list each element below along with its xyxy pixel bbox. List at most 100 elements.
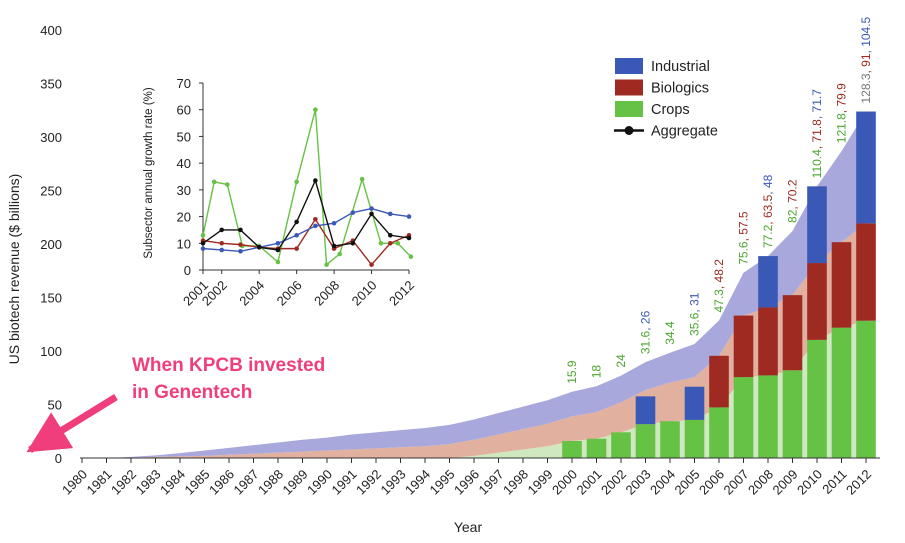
data-label-part: ,: [712, 282, 726, 289]
bar-biologics-2008: [758, 307, 778, 376]
data-label-part: 121.8: [835, 113, 849, 143]
x-tick-label: 1997: [476, 467, 507, 498]
data-label-2001: 18: [590, 365, 604, 379]
bar-crops-2001: [586, 438, 607, 458]
inset-point-industrial: [350, 210, 356, 215]
data-label-part: 75.6: [737, 241, 751, 265]
kpcb-annotation: When KPCB invested in Genentech: [26, 355, 325, 453]
inset-point-crops: [337, 251, 343, 257]
x-tick-label: 1998: [500, 467, 531, 498]
bar-crops-2006: [709, 407, 729, 458]
inset-point-industrial: [331, 220, 337, 226]
data-label-part: 57.5: [737, 211, 751, 235]
data-label-part: 70.2: [786, 179, 800, 203]
area-industrial: [82, 111, 866, 458]
x-tick-label: 2002: [598, 467, 629, 498]
y-tick-label: 300: [40, 130, 62, 145]
bar-crops-2009: [782, 370, 803, 458]
inset-point-industrial: [294, 232, 299, 238]
inset-y-tick-label: 60: [177, 103, 191, 118]
inset-point-industrial: [313, 223, 318, 229]
x-tick-label: 1990: [304, 467, 335, 498]
x-tick-label: 1981: [84, 467, 115, 498]
y-tick-label: 200: [40, 237, 62, 252]
inset-point-biologics: [238, 242, 243, 247]
inset-point-industrial: [275, 240, 281, 246]
data-label-part: 24: [614, 354, 628, 368]
inset-point-aggregate: [200, 240, 206, 246]
data-label-part: 82: [786, 209, 800, 223]
x-tick-label: 2003: [623, 467, 654, 498]
legend-marker-aggregate: [624, 126, 634, 135]
data-label-part: 63.5: [761, 194, 775, 218]
bar-biologics-2007: [733, 315, 754, 378]
y-tick-label: 100: [40, 344, 62, 359]
legend-label-crops: Crops: [651, 102, 690, 118]
inset-point-industrial: [200, 246, 206, 251]
y-tick-label: 400: [40, 23, 62, 38]
inset-point-aggregate: [369, 211, 374, 217]
data-label-part: ,: [835, 107, 849, 114]
data-label-2006: 47.3, 48.2: [712, 259, 726, 313]
bar-biologics-2009: [782, 295, 803, 371]
bar-crops-2000: [562, 440, 582, 458]
inset-point-aggregate: [256, 244, 262, 250]
legend-swatch-crops: [615, 101, 643, 117]
inset-point-crops: [408, 254, 414, 259]
data-label-2011: 121.8, 79.9: [835, 83, 849, 143]
x-tick-label: 1987: [231, 467, 262, 498]
inset-x-tick-label: 2004: [236, 278, 267, 309]
bar-biologics-2006: [709, 355, 729, 408]
bar-crops-2005: [684, 419, 705, 458]
x-tick-label: 2008: [745, 467, 776, 498]
x-tick-label: 1995: [427, 467, 458, 498]
annotation-arrow: [26, 394, 118, 453]
data-label-part: ,: [761, 188, 775, 195]
data-label-part: ,: [737, 235, 751, 242]
data-label-2008: 77.2, 63.5, 48: [761, 174, 775, 248]
x-tick-label: 2007: [721, 467, 752, 498]
x-tick-label: 1986: [206, 467, 237, 498]
inset-point-biologics: [369, 262, 374, 267]
y-tick-label: 50: [48, 398, 62, 413]
data-label-part: ,: [639, 324, 653, 331]
legend-label-aggregate: Aggregate: [651, 124, 718, 140]
x-tick-label: 1988: [255, 467, 286, 498]
data-label-part: ,: [688, 306, 702, 313]
x-tick-label: 2004: [647, 467, 678, 498]
inset-line-biologics: [202, 217, 410, 266]
x-tick-label: 1983: [133, 467, 164, 498]
bar-industrial-2010: [807, 186, 827, 264]
data-label-2009: 82, 70.2: [786, 179, 800, 223]
x-tick-label: 2000: [549, 467, 580, 498]
data-label-part: 35.6: [688, 312, 702, 336]
x-tick-label: 1982: [108, 467, 139, 498]
bar-biologics-2011: [831, 242, 852, 328]
annotation-line-2: in Genentech: [132, 382, 252, 403]
data-label-2003: 31.6, 26: [639, 310, 653, 354]
inset-point-industrial: [406, 214, 412, 219]
inset-point-aggregate: [331, 243, 337, 249]
inset-point-crops: [200, 232, 206, 238]
inset-x-tick-label: 2012: [386, 278, 417, 309]
data-label-part: 71.8: [810, 119, 824, 143]
bar-crops-2004: [660, 421, 680, 458]
data-label-part: ,: [810, 112, 824, 119]
main-y-axis-title: US biotech revenue ($ billions): [6, 174, 22, 365]
x-tick-label: 1994: [402, 467, 433, 498]
x-tick-label: 2009: [770, 467, 801, 498]
x-tick-label: 1991: [329, 467, 360, 498]
inset-point-biologics: [313, 216, 318, 222]
bar-crops-2007: [733, 377, 754, 458]
data-label-part: ,: [810, 143, 824, 150]
legend-label-biologics: Biologics: [651, 81, 709, 97]
data-label-part: 71.7: [810, 89, 824, 113]
inset-y-axis-title: Subsector annual growth rate (%): [143, 87, 155, 258]
x-tick-label: 1992: [353, 467, 384, 498]
bar-biologics-2012: [856, 223, 876, 321]
legend-swatch-biologics: [615, 79, 643, 96]
data-label-part: 47.3: [712, 289, 726, 313]
legend: Industrial Biologics Crops Aggregate: [614, 58, 718, 140]
y-tick-label: 0: [55, 451, 62, 466]
